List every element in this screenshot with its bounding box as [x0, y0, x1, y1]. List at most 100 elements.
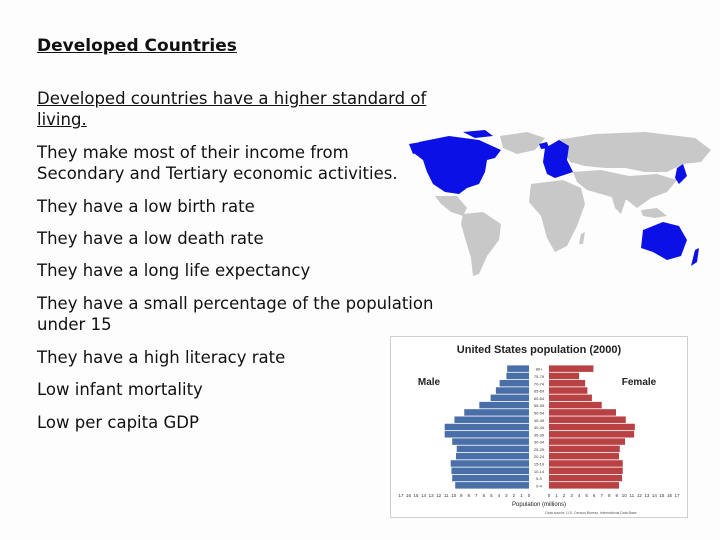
bar-female-40-44 [549, 423, 635, 431]
x-tick-label: 10 [622, 493, 628, 498]
x-tick-label: 17 [674, 493, 680, 498]
bar-female-80+ [549, 365, 594, 372]
x-tick-label: 5 [585, 493, 588, 498]
x-tick-label: 16 [406, 493, 412, 498]
age-label: 35-39 [534, 432, 545, 437]
x-tick-label: 14 [421, 493, 427, 498]
x-tick-label: 6 [483, 493, 486, 498]
x-tick-label: 7 [475, 493, 478, 498]
bar-female-65-69 [549, 387, 588, 394]
x-tick-label: 11 [629, 493, 634, 498]
x-tick-label: 1 [555, 493, 558, 498]
x-tick-label: 3 [505, 493, 508, 498]
bar-male-20-24 [455, 452, 529, 460]
age-label: 30-34 [534, 440, 545, 445]
bar-male-25-29 [456, 445, 529, 453]
point-life-expectancy: They have a long life expectancy [37, 261, 311, 280]
point-death-rate: They have a low death rate [37, 229, 264, 248]
x-axis-label: Population (millions) [512, 502, 566, 508]
x-tick-label: 4 [578, 493, 581, 498]
chart-title: United States population (2000) [457, 344, 622, 356]
x-tick-label: 5 [490, 493, 493, 498]
bar-male-45-49 [454, 416, 529, 423]
bar-male-5-9 [452, 474, 529, 482]
point-per-capita-gdp: Low per capita GDP [37, 413, 199, 432]
bar-male-15-19 [450, 460, 529, 467]
bar-female-50-54 [549, 409, 617, 416]
age-label: 25-29 [534, 447, 545, 452]
bar-male-65-69 [495, 387, 529, 394]
source-note: Data source: U.S. Census Bureau, Interna… [545, 511, 636, 515]
x-tick-label: 6 [593, 493, 596, 498]
age-label: 80+ [536, 367, 543, 372]
x-tick-label: 3 [570, 493, 573, 498]
age-label: 5-9 [536, 476, 543, 481]
bar-female-55-59 [549, 401, 602, 409]
age-label: 65-69 [534, 389, 545, 394]
map-developed-regions [409, 130, 699, 266]
female-label: Female [622, 377, 657, 388]
x-tick-label: 2 [563, 493, 566, 498]
x-tick-label: 13 [429, 493, 435, 498]
bar-female-35-39 [549, 431, 635, 438]
bar-male-0-4 [455, 482, 529, 489]
bar-male-40-44 [444, 423, 529, 431]
point-population-under-15: They have a small percentage of the popu… [37, 294, 434, 334]
bar-female-70-74 [549, 379, 586, 387]
map-land [435, 132, 711, 276]
slide-title: Developed Countries [37, 36, 237, 56]
x-tick-label: 9 [460, 493, 463, 498]
age-label: 20-24 [534, 454, 545, 459]
x-tick-label: 8 [468, 493, 471, 498]
age-label: 15-19 [534, 462, 545, 467]
world-map [409, 130, 711, 276]
male-label: Male [418, 377, 441, 388]
age-label: 50-54 [534, 410, 545, 415]
bar-female-15-19 [549, 460, 623, 467]
bar-female-5-9 [549, 474, 623, 482]
bar-male-80+ [507, 365, 529, 372]
age-label: 45-49 [534, 418, 545, 423]
bar-male-60-64 [490, 394, 529, 402]
bar-male-35-39 [444, 431, 529, 438]
point-birth-rate: They have a low birth rate [37, 197, 255, 216]
x-tick-label: 15 [414, 493, 420, 498]
bar-female-10-14 [549, 467, 623, 475]
bar-female-45-49 [549, 416, 626, 423]
x-tick-label: 16 [667, 493, 673, 498]
x-tick-label: 12 [436, 493, 442, 498]
bar-male-10-14 [451, 467, 529, 475]
point-standard-of-living: Developed countries have a higher standa… [37, 89, 427, 129]
bar-male-70-74 [499, 379, 529, 387]
x-tick-label: 15 [659, 493, 665, 498]
bar-female-25-29 [549, 445, 620, 453]
x-tick-label: 4 [498, 493, 501, 498]
x-tick-label: 17 [398, 493, 404, 498]
age-label: 40-44 [534, 425, 545, 430]
point-infant-mortality: Low infant mortality [37, 380, 203, 399]
age-label: 75-79 [534, 374, 545, 379]
x-tick-label: 2 [513, 493, 516, 498]
x-tick-label: 11 [444, 493, 449, 498]
x-tick-label: 7 [600, 493, 603, 498]
x-tick-label: 9 [616, 493, 619, 498]
bar-male-55-59 [479, 401, 529, 409]
bar-female-60-64 [549, 394, 592, 402]
age-label: 55-59 [534, 403, 545, 408]
bar-female-20-24 [549, 452, 620, 460]
bar-male-50-54 [464, 409, 529, 416]
bar-female-0-4 [549, 482, 620, 489]
bar-male-30-34 [452, 438, 529, 445]
point-literacy-rate: They have a high literacy rate [37, 348, 286, 367]
x-tick-label: 0 [548, 493, 551, 498]
x-tick-label: 8 [608, 493, 611, 498]
point-economic-activities: They make most of their income from Seco… [37, 143, 398, 183]
population-pyramid: United States population (2000) Male Fem… [390, 336, 688, 518]
age-label: 0-4 [536, 483, 543, 488]
x-tick-label: 14 [652, 493, 658, 498]
bar-male-75-79 [506, 372, 529, 380]
age-label: 10-14 [534, 469, 545, 474]
x-tick-label: 10 [451, 493, 457, 498]
bar-female-30-34 [549, 438, 626, 445]
x-tick-label: 12 [637, 493, 643, 498]
